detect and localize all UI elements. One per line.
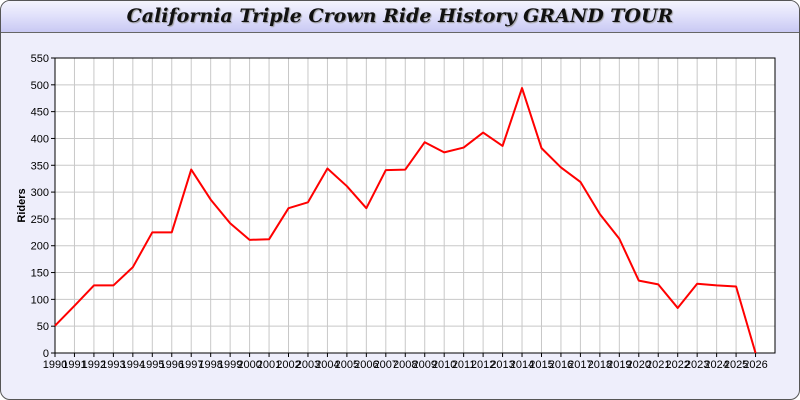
chart-title: California Triple Crown Ride History GRA… [126, 5, 674, 27]
x-tick-label: 1996 [160, 359, 184, 371]
x-tick-label: 2025 [724, 359, 748, 371]
x-tick-label: 2020 [627, 359, 651, 371]
x-tick-label: 1994 [121, 359, 145, 371]
y-tick-label: 150 [31, 268, 49, 280]
x-tick-label: 2008 [393, 359, 417, 371]
x-tick-label: 2019 [607, 359, 631, 371]
y-tick-label: 200 [31, 241, 49, 253]
x-tick-label: 1990 [43, 359, 67, 371]
plot-area [55, 58, 775, 353]
x-tick-label: 2004 [315, 359, 339, 371]
x-tick-label: 2026 [743, 359, 767, 371]
y-tick-label: 100 [31, 294, 49, 306]
x-tick-label: 1995 [140, 359, 164, 371]
x-tick-label: 1991 [62, 359, 86, 371]
x-tick-label: 1999 [218, 359, 242, 371]
x-tick-label: 2002 [276, 359, 300, 371]
x-tick-label: 2018 [588, 359, 612, 371]
x-tick-label: 2024 [704, 359, 728, 371]
title-bar: California Triple Crown Ride History GRA… [1, 1, 799, 33]
y-tick-label: 550 [31, 53, 49, 65]
x-tick-label: 2022 [665, 359, 689, 371]
y-tick-label: 450 [31, 107, 49, 119]
x-tick-label: 2005 [335, 359, 359, 371]
x-tick-label: 1993 [101, 359, 125, 371]
y-tick-label: 500 [31, 80, 49, 92]
y-tick-label: 50 [37, 321, 49, 333]
x-tick-label: 2014 [510, 359, 534, 371]
x-tick-label: 2003 [296, 359, 320, 371]
x-tick-label: 2021 [646, 359, 670, 371]
y-tick-label: 0 [43, 348, 49, 360]
x-tick-label: 1998 [198, 359, 222, 371]
x-tick-label: 2001 [257, 359, 281, 371]
x-tick-label: 2007 [374, 359, 398, 371]
y-tick-label: 400 [31, 133, 49, 145]
y-tick-label: 250 [31, 214, 49, 226]
x-tick-label: 2013 [490, 359, 514, 371]
x-tick-label: 1992 [82, 359, 106, 371]
y-axis-label: Riders [16, 188, 28, 222]
x-tick-label: 2012 [471, 359, 495, 371]
x-tick-label: 2000 [237, 359, 261, 371]
x-tick-label: 1997 [179, 359, 203, 371]
y-tick-label: 350 [31, 160, 49, 172]
x-tick-label: 2023 [685, 359, 709, 371]
x-tick-label: 2010 [432, 359, 456, 371]
x-tick-label: 2015 [529, 359, 553, 371]
x-tick-label: 2017 [568, 359, 592, 371]
x-tick-label: 2009 [412, 359, 436, 371]
plot-border [54, 57, 776, 354]
x-tick-label: 2016 [549, 359, 573, 371]
x-tick-label: 2006 [354, 359, 378, 371]
x-tick-label: 2011 [452, 359, 476, 371]
y-tick-label: 300 [31, 187, 49, 199]
